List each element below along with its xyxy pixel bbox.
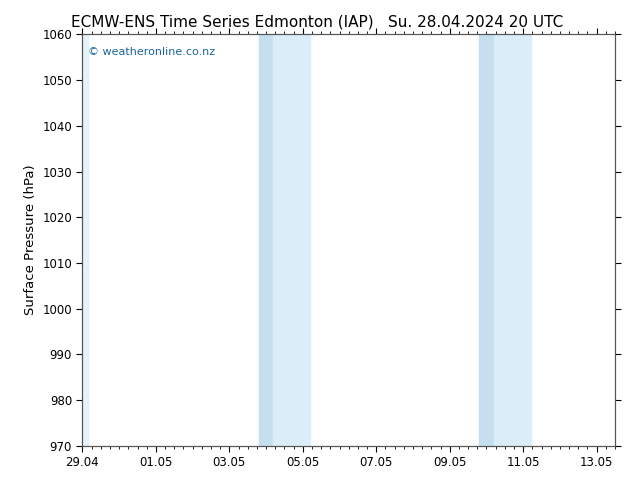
- Bar: [273, 34, 310, 446]
- Bar: [259, 34, 273, 446]
- Y-axis label: Surface Pressure (hPa): Surface Pressure (hPa): [23, 165, 37, 316]
- Bar: [479, 34, 494, 446]
- Bar: [494, 34, 531, 446]
- Text: ECMW-ENS Time Series Edmonton (IAP): ECMW-ENS Time Series Edmonton (IAP): [70, 15, 373, 30]
- Text: Su. 28.04.2024 20 UTC: Su. 28.04.2024 20 UTC: [388, 15, 563, 30]
- Bar: [82, 34, 88, 446]
- Text: © weatheronline.co.nz: © weatheronline.co.nz: [87, 47, 215, 57]
